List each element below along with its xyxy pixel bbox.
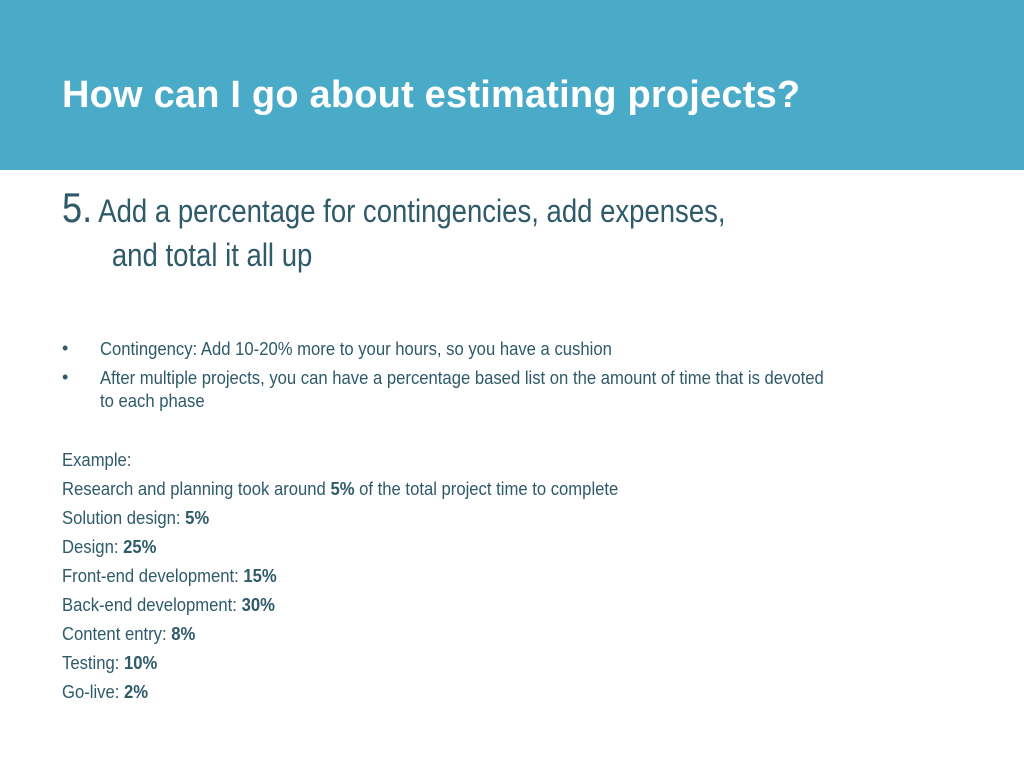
phase-front-end-development: Front-end development: 15% (62, 561, 872, 590)
bullet-text-continuation: to each phase (100, 390, 205, 411)
example-block: Example: Research and planning took arou… (62, 445, 962, 706)
phase-go-live: Go-live: 2% (62, 677, 872, 706)
phase-testing: Testing: 10% (62, 648, 872, 677)
phase-label: Back-end development: (62, 594, 242, 615)
phase-label: Go-live: (62, 681, 125, 702)
phase-solution-design: Solution design: 5% (62, 503, 872, 532)
example-research-prefix: Research and planning took around (62, 478, 331, 499)
bullet-text: Contingency: Add 10-20% more to your hou… (100, 338, 612, 359)
phase-value: 2% (124, 681, 149, 702)
step-heading-line-1: 5. Add a percentage for contingencies, a… (62, 186, 836, 233)
example-research-suffix: of the total project time to complete (354, 478, 619, 499)
bullet-dot-icon: • (62, 338, 69, 358)
bullet-item-contingency: • Contingency: Add 10-20% more to your h… (62, 337, 1002, 360)
step-heading-text-1: Add a percentage for contingencies, add … (98, 193, 726, 229)
step-heading-line-2: and total it all up (111, 237, 313, 273)
header-band: How can I go about estimating projects? (0, 0, 1024, 170)
phase-label: Solution design: (62, 507, 186, 528)
bullet-item-percentage-list: • After multiple projects, you can have … (62, 366, 1002, 412)
step-heading: 5. Add a percentage for contingencies, a… (62, 186, 962, 277)
example-research-line: Research and planning took around 5% of … (62, 474, 872, 503)
bullet-text: After multiple projects, you can have a … (100, 367, 824, 388)
phase-design: Design: 25% (62, 532, 872, 561)
phase-label: Design: (62, 536, 124, 557)
step-number: 5. (62, 184, 93, 231)
phase-label: Front-end development: (62, 565, 244, 586)
phase-value: 15% (243, 565, 277, 586)
phase-back-end-development: Back-end development: 30% (62, 590, 872, 619)
phase-label: Content entry: (62, 623, 172, 644)
phase-value: 10% (124, 652, 158, 673)
phase-value: 5% (185, 507, 210, 528)
phase-value: 8% (171, 623, 196, 644)
slide-title: How can I go about estimating projects? (62, 74, 801, 116)
bullet-dot-icon: • (62, 367, 69, 387)
phase-value: 30% (241, 594, 275, 615)
phase-label: Testing: (62, 652, 125, 673)
example-research-value: 5% (330, 478, 355, 499)
bullet-list: • Contingency: Add 10-20% more to your h… (62, 337, 1002, 418)
phase-content-entry: Content entry: 8% (62, 619, 872, 648)
example-label: Example: (62, 449, 132, 470)
phase-value: 25% (123, 536, 157, 557)
